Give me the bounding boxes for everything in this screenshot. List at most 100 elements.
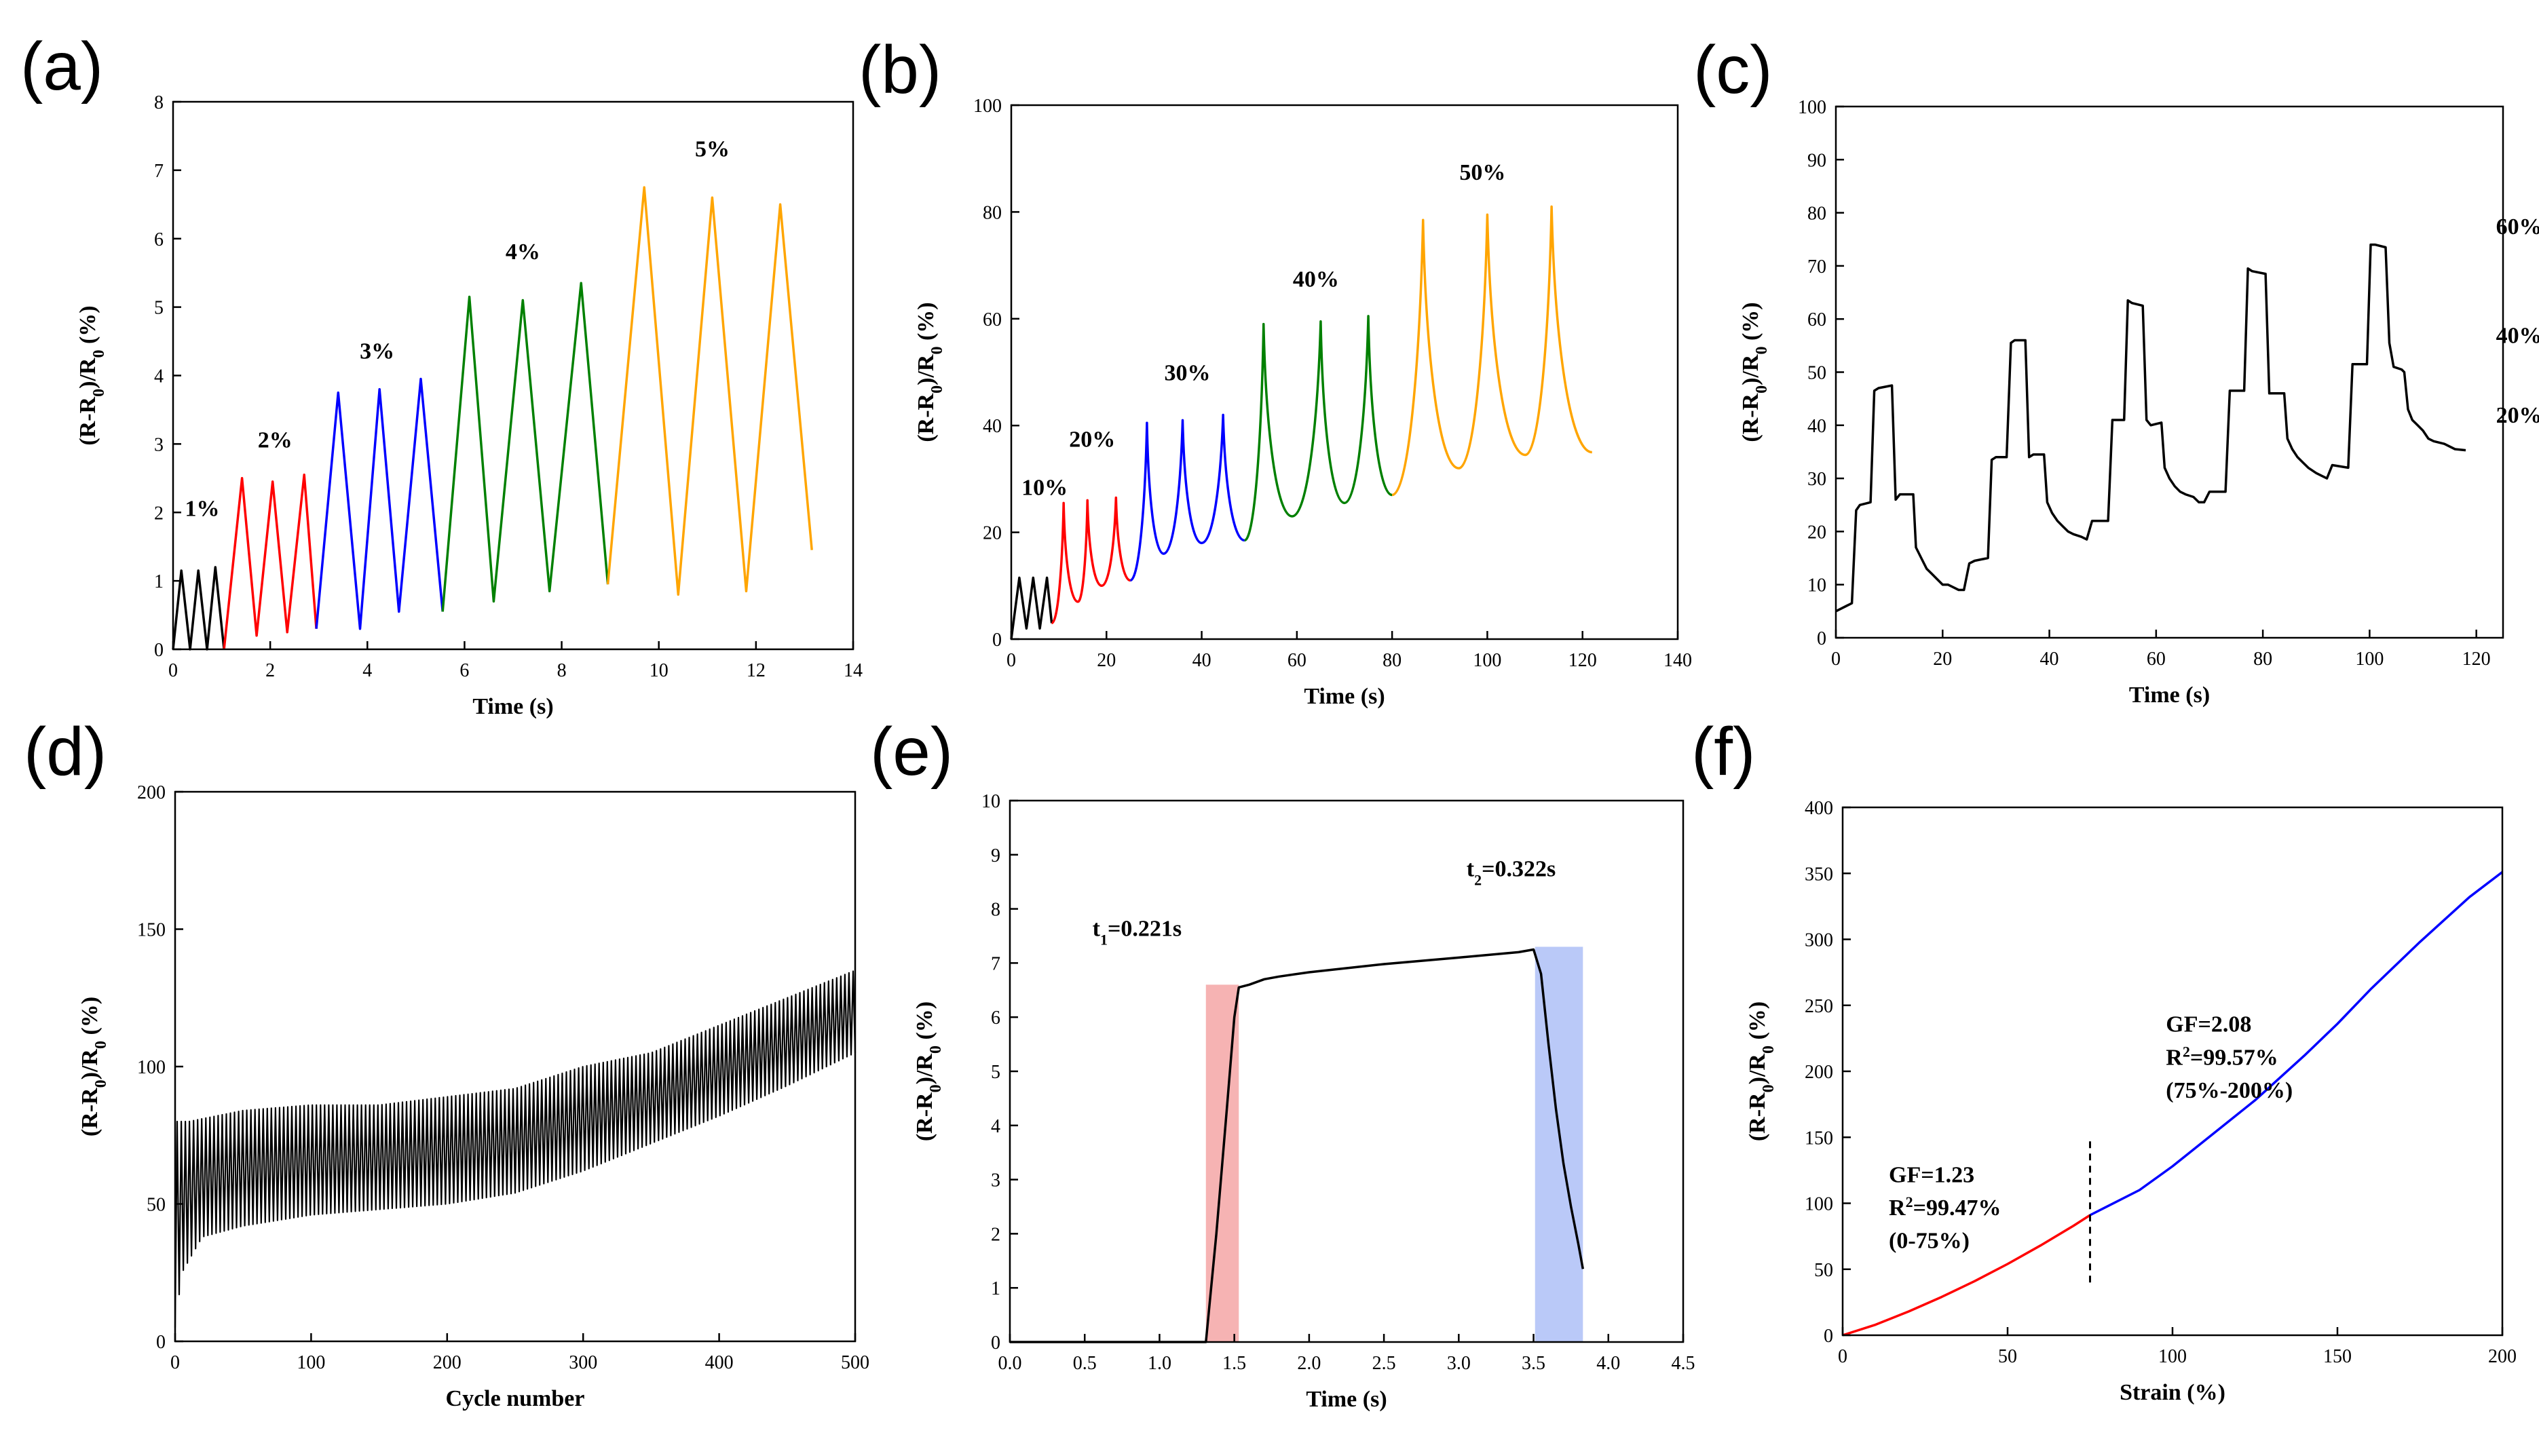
annotation-label: 40%: [2496, 323, 2539, 348]
x-tick-label: 0.5: [1073, 1353, 1097, 1374]
y-tick-label: 100: [1805, 1194, 1833, 1215]
y-tick-label: 0: [154, 640, 164, 661]
series-line: [174, 970, 857, 1328]
y-tick-label: 9: [991, 845, 1000, 866]
panel-c: (c) 0 20 40 60 80 100 120 0 10 20 30 40 50 60 70 80 90 100…: [1693, 32, 2539, 708]
x-tick-label: 40: [1192, 650, 1211, 671]
panel-letter: (b): [859, 32, 941, 108]
y-tick-label: 0: [156, 1332, 166, 1353]
series-line: [1835, 243, 2466, 613]
x-tick-label: 200: [433, 1352, 462, 1373]
y-tick-label: 2: [154, 503, 164, 524]
x-tick-label: 1.5: [1222, 1353, 1246, 1374]
x-tick-label: 120: [1568, 650, 1597, 671]
x-axis-label: Time (s): [1304, 684, 1385, 709]
annotation-label: GF=1.23: [1889, 1162, 1974, 1187]
y-tick-label: 4: [154, 366, 164, 387]
x-tick-label: 40: [2040, 649, 2059, 670]
annotation-label: 60%: [2496, 214, 2539, 240]
x-tick-label: 300: [569, 1352, 597, 1373]
x-tick-label: 3.5: [1522, 1353, 1545, 1374]
plot-frame: [1841, 806, 2504, 1337]
y-tick-label: 7: [991, 953, 1000, 974]
y-tick-label: 8: [991, 900, 1000, 921]
x-tick-label: 1.0: [1148, 1353, 1171, 1374]
panel-f: (f) 0 50 100 150 200 0 50 100 150 200 250 300 350 400 S…: [1691, 714, 2517, 1405]
y-tick-label: 0: [1824, 1326, 1833, 1347]
annotation-label: 4%: [506, 240, 540, 265]
y-tick-label: 1: [154, 571, 164, 592]
x-tick-label: 0: [168, 660, 178, 681]
y-tick-label: 300: [1805, 930, 1833, 951]
y-tick-label: 60: [1807, 309, 1826, 330]
y-tick-label: 80: [983, 202, 1002, 223]
annotation-label: (75%-200%): [2166, 1078, 2293, 1103]
plot-frame: [1010, 104, 1679, 640]
y-tick-label: 0: [1817, 628, 1826, 649]
x-tick-label: 500: [841, 1352, 869, 1373]
panel-letter: (a): [20, 28, 103, 104]
x-tick-label: 4: [362, 660, 372, 681]
series-line: [441, 282, 609, 612]
panel-letter: (f): [1691, 714, 1755, 790]
annotation-label: 20%: [2496, 403, 2539, 428]
panel-letter: (e): [870, 714, 953, 790]
y-axis-label: (R-R0)/R0 (%): [77, 997, 110, 1136]
annotation-label: GF=2.08: [2166, 1012, 2251, 1037]
y-axis-label: (R-R0)/R0 (%): [1745, 1001, 1778, 1141]
x-tick-label: 12: [747, 660, 766, 681]
x-tick-label: 4.0: [1596, 1353, 1620, 1374]
y-tick-label: 1: [991, 1278, 1000, 1299]
series-line: [1391, 205, 1593, 497]
y-tick-label: 70: [1807, 256, 1826, 277]
annotation-label: 30%: [1165, 360, 1211, 385]
y-tick-label: 5: [991, 1062, 1000, 1083]
x-tick-label: 0.0: [998, 1353, 1022, 1374]
y-tick-label: 3: [154, 434, 164, 455]
y-tick-label: 60: [983, 309, 1002, 330]
annotation-label: 50%: [1459, 160, 1505, 185]
series-line: [315, 377, 444, 630]
y-tick-label: 0: [991, 1333, 1000, 1354]
y-tick-label: 80: [1807, 204, 1826, 225]
y-tick-label: 3: [991, 1170, 1000, 1191]
series-line: [1129, 413, 1245, 582]
panel-letter: (d): [24, 714, 107, 790]
series-line: [2089, 870, 2504, 1216]
x-tick-label: 3.0: [1447, 1353, 1471, 1374]
annotation-label: t2=0.322s: [1467, 857, 1556, 889]
annotation-label: 10%: [1021, 476, 1068, 501]
x-tick-label: 0: [1007, 650, 1016, 671]
shaded-region: [1535, 946, 1583, 1342]
annotation-label: R2=99.47%: [1889, 1193, 2001, 1221]
x-tick-label: 2: [265, 660, 275, 681]
series-line: [1842, 1214, 2091, 1337]
y-tick-label: 100: [973, 96, 1002, 117]
x-tick-label: 120: [2462, 649, 2491, 670]
panel-e: (e) 0.0 0.5 1.0 1.5 2.0 2.5 3.0 3.5 4.0 4.5 0 1 2 3 4 5 6…: [870, 714, 1695, 1412]
y-tick-label: 200: [137, 782, 166, 803]
x-axis-label: Time (s): [472, 694, 553, 719]
y-tick-label: 20: [1807, 522, 1826, 543]
x-tick-label: 100: [1473, 650, 1501, 671]
x-tick-label: 20: [1933, 649, 1952, 670]
x-tick-label: 0: [170, 1352, 180, 1373]
y-tick-label: 40: [983, 416, 1002, 437]
x-tick-label: 60: [1287, 650, 1306, 671]
x-tick-label: 100: [2158, 1346, 2187, 1367]
x-tick-label: 0: [1831, 649, 1841, 670]
y-tick-label: 7: [154, 161, 164, 182]
annotation-label: t1=0.221s: [1093, 917, 1182, 949]
y-tick-label: 6: [991, 1008, 1000, 1029]
series-line: [1243, 315, 1393, 542]
panel-letter: (c): [1693, 32, 1773, 108]
y-tick-label: 2: [991, 1224, 1000, 1245]
x-tick-label: 150: [2323, 1346, 2352, 1367]
x-axis-label: Cycle number: [446, 1386, 585, 1411]
y-tick-label: 4: [991, 1116, 1000, 1137]
y-tick-label: 30: [1807, 469, 1826, 490]
x-tick-label: 140: [1663, 650, 1692, 671]
y-tick-label: 50: [147, 1195, 166, 1216]
